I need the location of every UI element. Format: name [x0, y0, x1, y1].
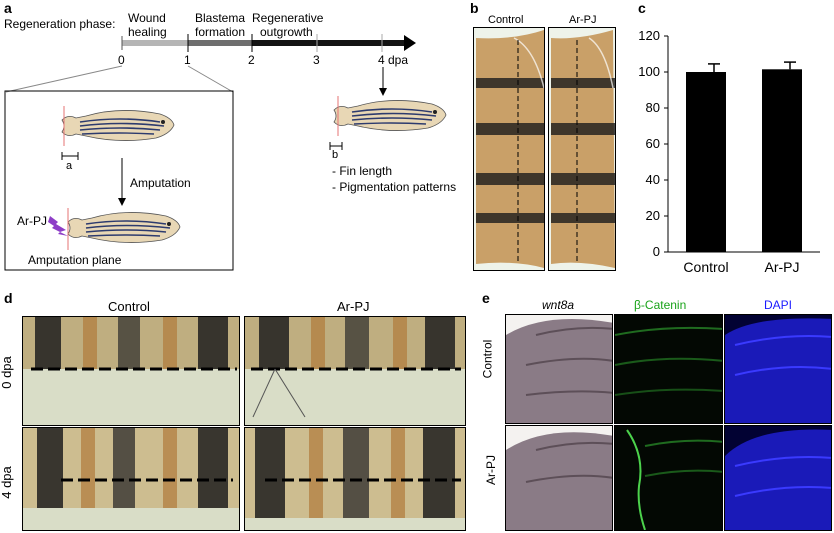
panel-label-a: a	[4, 0, 12, 16]
panel-d: d Control Ar-PJ 0 dpa 4 dpa	[0, 290, 470, 533]
phase-blastema-line2: formation	[195, 25, 246, 39]
panel-label-e: e	[482, 290, 490, 306]
fin-illustration-control	[476, 30, 544, 268]
regeneration-phase-label: Regeneration phase:	[4, 17, 116, 31]
tick-label-4: 4 dpa	[378, 53, 409, 67]
measure-a-label: a	[66, 160, 73, 172]
phase-outgrowth: Regenerative outgrowth	[252, 11, 323, 39]
y-tick-label: 80	[646, 100, 660, 115]
bar-chart: 0 20 40 60 80 100 120 Control Ar-PJ	[638, 28, 820, 275]
panel-e-col-dapi-text: DAPI	[764, 298, 793, 312]
fish-icon-regenerated	[333, 96, 447, 136]
phase-outgrowth-line1: Regenerative	[252, 11, 324, 25]
y-tick-label: 60	[646, 136, 660, 151]
tick-label-2: 2	[248, 53, 255, 67]
fin-closeup-control-0dpa	[23, 317, 239, 371]
wnt8a-arpj-illustration	[506, 432, 612, 530]
x-tick-label-1: Ar-PJ	[765, 259, 800, 275]
panel-e: e wnt8a β-Catenin DAPI Control Ar-PJ	[480, 290, 834, 533]
amputation-label: Amputation	[130, 176, 191, 190]
panel-e-row-control: Control	[480, 339, 495, 379]
zoom-line-left	[5, 65, 123, 93]
panel-e-col-bcatenin-text: β-Catenin	[634, 298, 687, 312]
wnt8a-arpj-image	[505, 425, 613, 531]
bcatenin-control-illustration	[615, 326, 722, 396]
dapi-arpj-illustration	[725, 429, 831, 530]
fish-icon-intact	[61, 106, 175, 146]
wnt8a-control-illustration	[506, 319, 612, 423]
plasma-jet-icon	[48, 216, 68, 236]
phase-wound-line2: healing	[128, 25, 167, 39]
panel-d-row-0dpa: 0 dpa	[0, 356, 14, 389]
fin-closeup-arpj-0dpa	[245, 317, 465, 418]
y-tick-label: 40	[646, 172, 660, 187]
fin-photo-arpj-4dpa	[244, 427, 466, 531]
fin-photo-control-4dpa	[22, 427, 240, 531]
y-tick-label: 100	[638, 64, 660, 79]
measure-b-label: b	[332, 149, 339, 161]
phase-blastema-line1: Blastema	[195, 11, 246, 25]
dapi-control-illustration	[725, 318, 831, 423]
panel-e-col-dapi: DAPI	[764, 298, 792, 312]
fin-photo-arpj	[548, 27, 616, 271]
fin-photo-arpj-0dpa	[244, 316, 466, 426]
timeline-outgrowth-segment	[252, 40, 404, 46]
y-tick-label: 20	[646, 208, 660, 223]
timeline-blastema-segment	[188, 40, 252, 46]
panel-c: c 0 20 40 60 80 100 120 Control Ar-PJ	[620, 0, 834, 280]
panel-label-c: c	[638, 0, 646, 16]
panel-label-b: b	[470, 0, 479, 16]
panel-e-row-arpj: Ar-PJ	[484, 455, 498, 485]
panel-a-diagram	[4, 34, 447, 271]
panel-label-d: d	[4, 290, 13, 306]
y-tick-label: 120	[638, 28, 660, 43]
fin-illustration-arpj	[551, 30, 615, 268]
dapi-arpj-image	[724, 425, 832, 531]
panel-d-col-control: Control	[108, 299, 150, 314]
bcatenin-arpj-image	[614, 425, 723, 531]
zoom-line-right	[187, 65, 234, 93]
panel-d-row-4dpa: 4 dpa	[0, 466, 14, 499]
tick-label-3: 3	[313, 53, 320, 67]
panel-e-col-wnt8a: wnt8a	[542, 298, 575, 312]
tick-label-1: 1	[184, 53, 191, 67]
amputation-plane-label: Amputation plane	[28, 253, 122, 267]
panel-b-col-arpj: Ar-PJ	[569, 14, 597, 26]
fin-closeup-arpj-4dpa	[245, 428, 465, 518]
fin-closeup-control-4dpa	[23, 428, 239, 508]
panel-a: a Regeneration phase:	[0, 0, 470, 275]
y-tick-label: 0	[653, 244, 660, 259]
panel-d-col-arpj: Ar-PJ	[337, 299, 370, 314]
treatment-label: Ar-PJ	[17, 214, 47, 228]
amputation-box	[4, 90, 234, 271]
panel-b: b Control Ar-PJ	[468, 0, 618, 275]
tick-label-0: 0	[118, 53, 125, 67]
bcatenin-arpj-illustration	[626, 429, 722, 530]
phase-outgrowth-line2: outgrowth	[260, 25, 313, 39]
phase-wound-healing: Wound healing	[128, 11, 167, 39]
x-tick-label-0: Control	[683, 259, 728, 275]
panel-b-col-control: Control	[488, 14, 524, 26]
phase-blastema: Blastema formation	[195, 11, 245, 39]
bar-1	[762, 69, 802, 252]
readout-pigmentation: - Pigmentation patterns	[332, 180, 457, 194]
panel-e-col-bcatenin: β-Catenin	[634, 298, 686, 312]
fish-icon-amputated	[67, 208, 181, 250]
timeline-wound-segment	[122, 40, 188, 46]
readout-fin-length: - Fin length	[332, 164, 393, 178]
fin-photo-control-0dpa	[22, 316, 240, 426]
phase-wound-line1: Wound	[128, 11, 166, 25]
dapi-control-image	[724, 314, 832, 424]
bar-0	[686, 72, 726, 252]
timeline-arrowhead	[404, 35, 416, 51]
bcatenin-control-image	[614, 314, 723, 424]
wnt8a-control-image	[505, 314, 613, 424]
fin-photo-control	[473, 27, 545, 271]
